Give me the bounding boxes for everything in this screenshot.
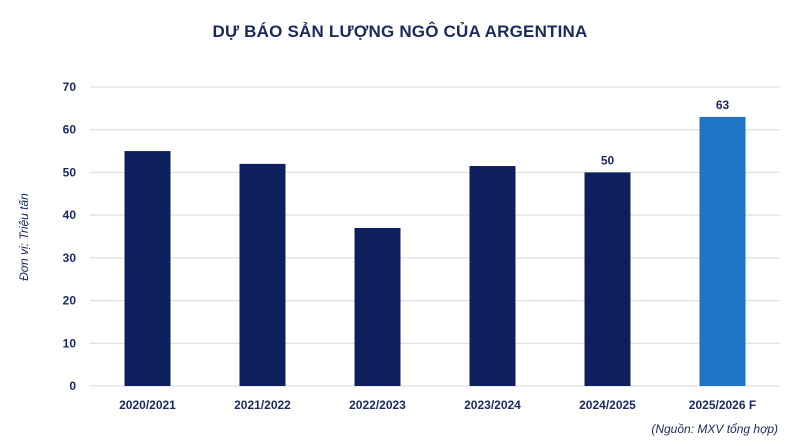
x-tick-label: 2025/2026 F: [689, 398, 756, 412]
y-tick-label: 50: [63, 165, 77, 179]
bar: [354, 227, 401, 386]
y-tick-label: 20: [63, 294, 77, 308]
y-tick-label: 70: [63, 80, 77, 94]
bar: [584, 172, 631, 386]
x-tick-label: 2022/2023: [349, 398, 406, 412]
y-tick-label: 0: [69, 379, 76, 393]
y-tick-label: 30: [63, 251, 77, 265]
x-tick-label: 2024/2025: [579, 398, 636, 412]
x-tick-label: 2020/2021: [119, 398, 176, 412]
bar: [239, 163, 286, 386]
data-label: 63: [716, 98, 730, 112]
x-tick-label: 2023/2024: [464, 398, 521, 412]
source-note: (Nguồn: MXV tổng hợp): [651, 422, 778, 436]
y-tick-label: 10: [63, 336, 77, 350]
bar: [469, 166, 516, 386]
y-tick-label: 60: [63, 123, 77, 137]
y-tick-label: 40: [63, 208, 77, 222]
bar: [124, 151, 171, 386]
x-tick-label: 2021/2022: [234, 398, 291, 412]
chart-title: DỰ BÁO SẢN LƯỢNG NGÔ CỦA ARGENTINA: [212, 22, 588, 41]
bar: [699, 116, 746, 387]
data-label: 50: [601, 153, 615, 167]
